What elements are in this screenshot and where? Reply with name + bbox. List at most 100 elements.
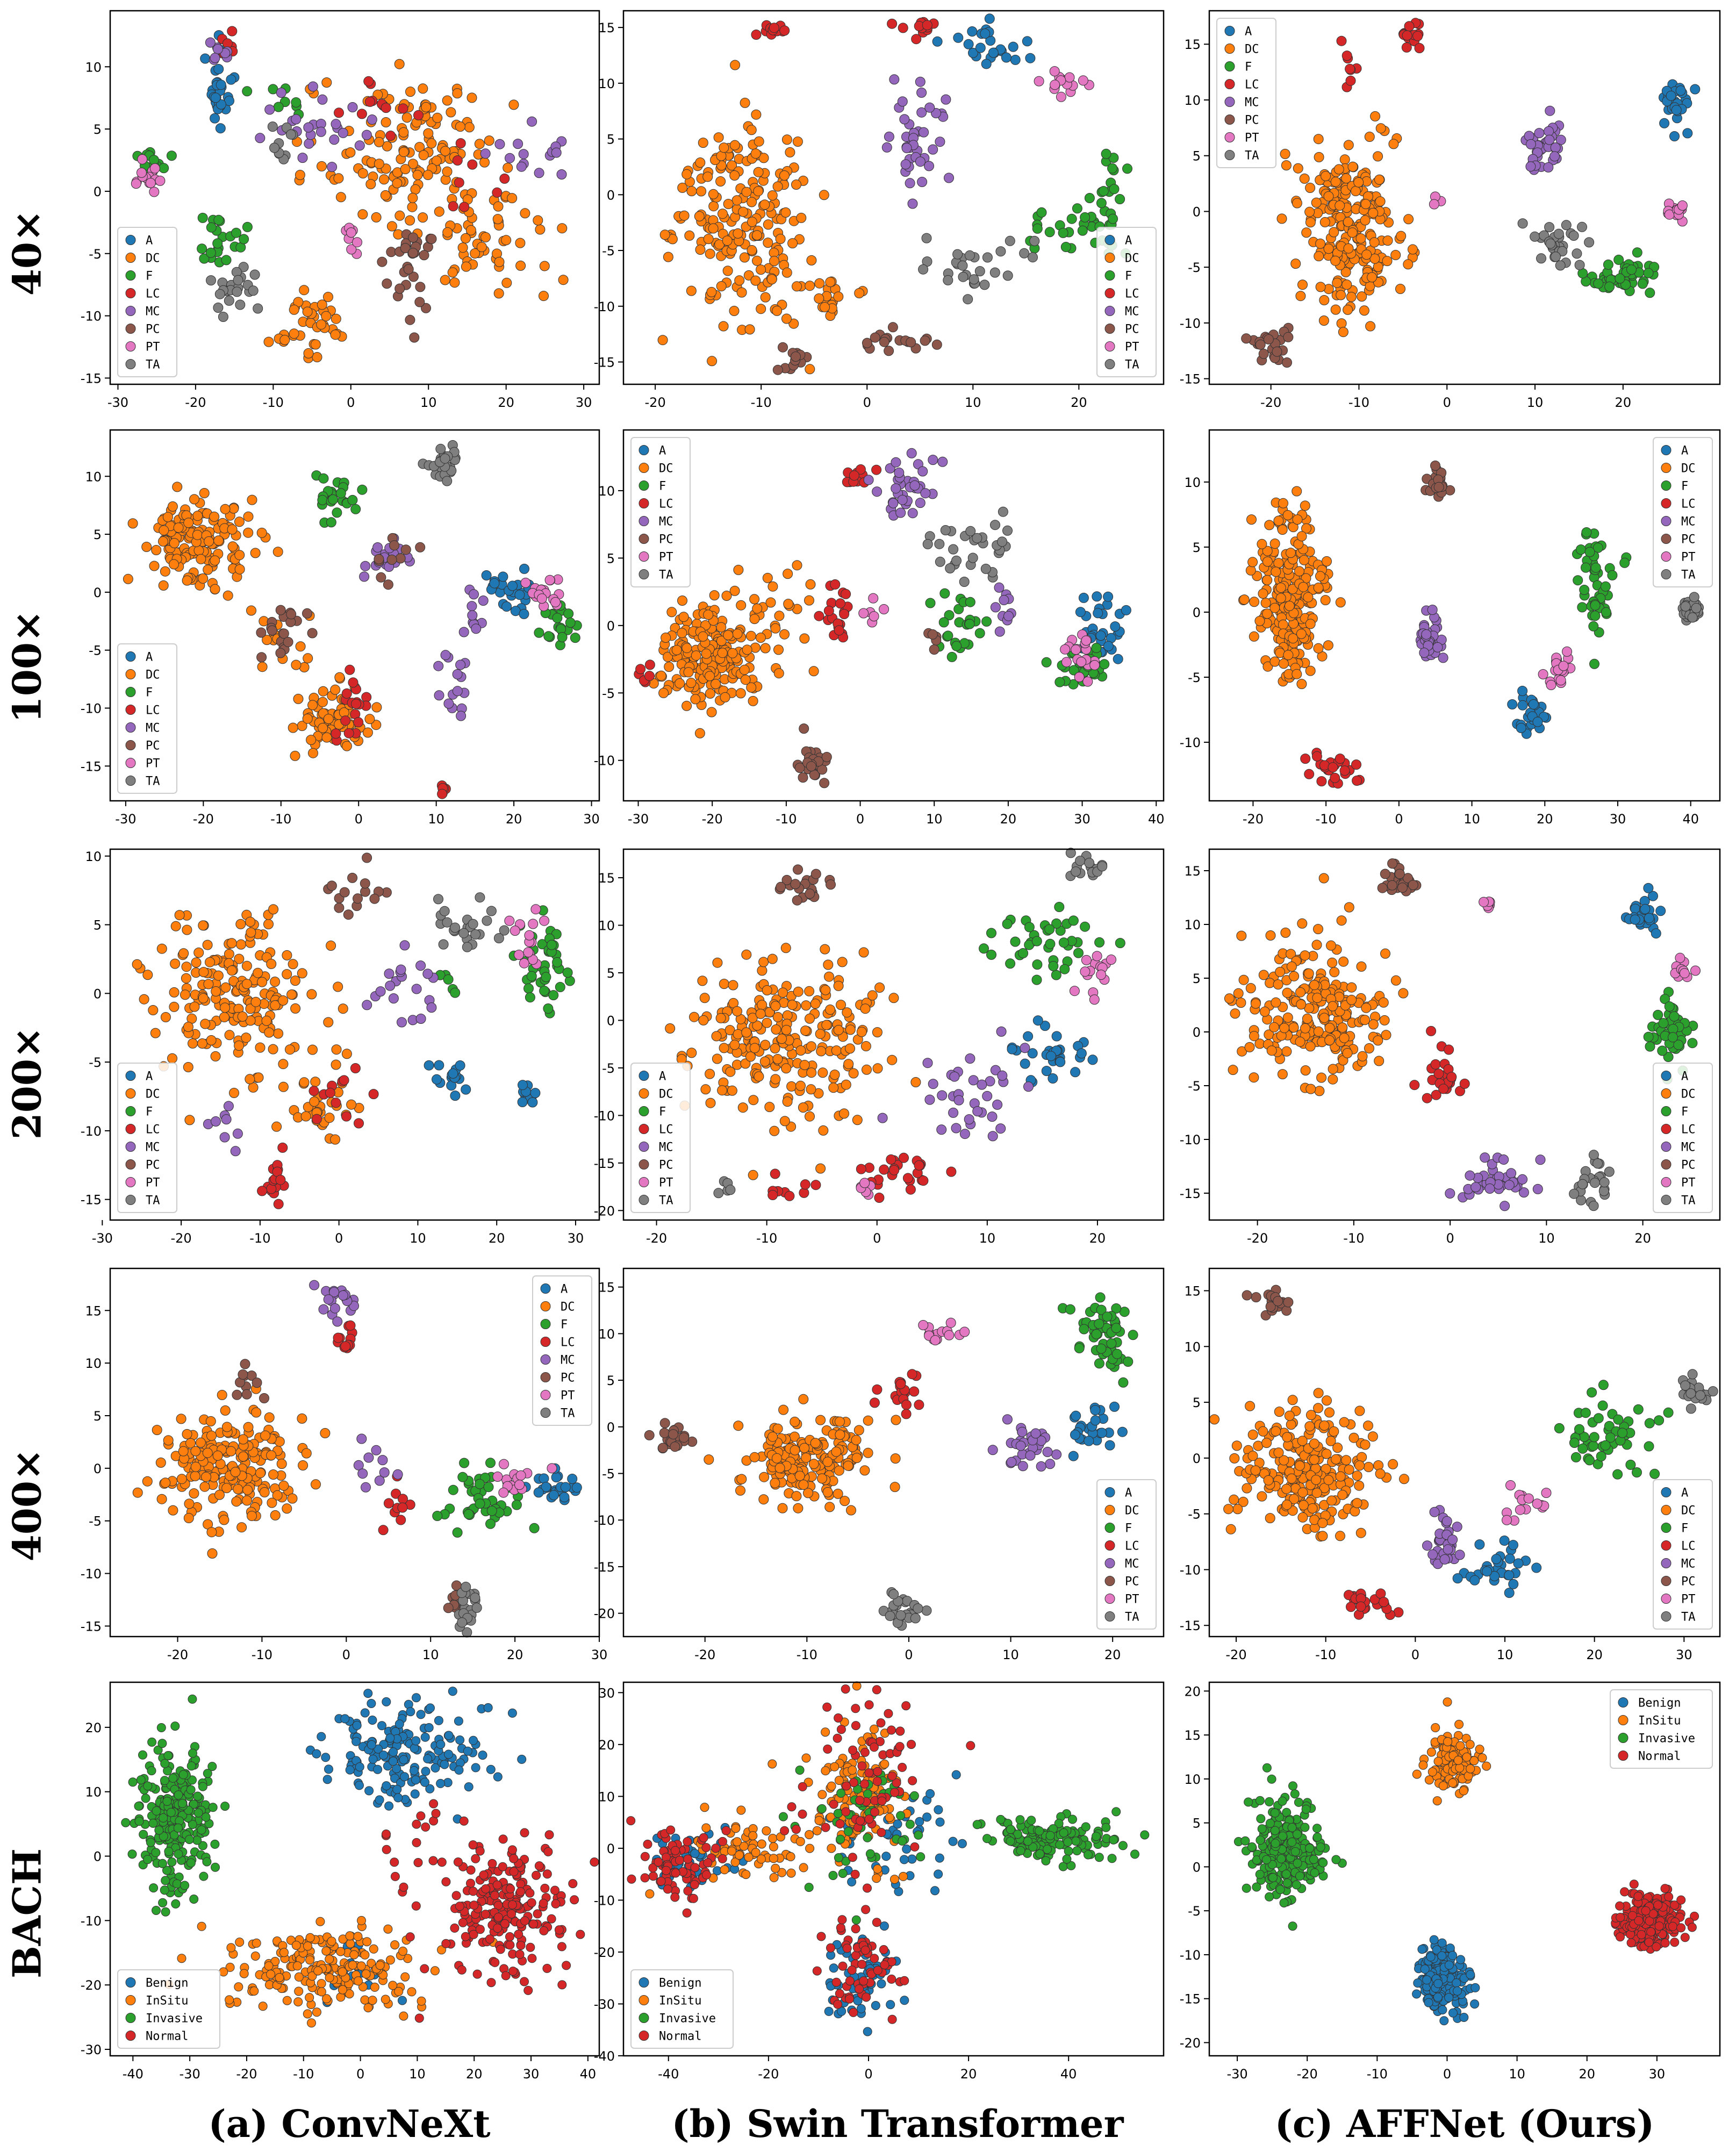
point-mc <box>467 610 478 621</box>
point-dc <box>255 1468 266 1479</box>
point-dc <box>723 630 734 641</box>
point-ta <box>224 295 234 306</box>
point-lc <box>856 1164 866 1174</box>
y-tick-label: 10 <box>1184 93 1201 108</box>
point-dc <box>180 989 190 1000</box>
point-f <box>1054 902 1065 912</box>
x-tick-label: 40 <box>1682 812 1699 827</box>
point-dc <box>1293 163 1303 174</box>
point-dc <box>792 137 803 147</box>
point-dc <box>698 631 708 642</box>
point-f <box>1002 919 1013 929</box>
point-dc <box>405 87 415 97</box>
point-dc <box>1369 253 1380 264</box>
point-mc <box>452 669 463 679</box>
point-lc <box>898 23 908 33</box>
point-dc <box>1283 650 1294 661</box>
point-a <box>1671 105 1682 116</box>
point-a <box>981 59 992 69</box>
point-dc <box>276 1459 287 1469</box>
point-mc <box>433 661 444 671</box>
legend-label-lc: LC <box>146 288 160 301</box>
point-dc <box>1396 231 1407 241</box>
point-mc <box>315 126 326 137</box>
y-tick-label: 0 <box>1193 204 1201 219</box>
point-dc <box>810 999 821 1009</box>
point-lc <box>227 26 238 37</box>
point-mc <box>357 1468 368 1479</box>
point-dc <box>271 1121 282 1132</box>
point-lc <box>339 1075 349 1086</box>
point-dc <box>1309 980 1319 991</box>
point-a <box>1084 1436 1094 1446</box>
point-pc <box>810 869 821 879</box>
x-tick-label: -30 <box>115 812 136 827</box>
point-dc <box>1262 575 1273 585</box>
y-tick-label: 5 <box>1193 540 1201 555</box>
point-pt <box>137 154 148 164</box>
point-pt <box>514 950 524 960</box>
point-dc <box>1313 643 1324 654</box>
point-dc <box>158 580 169 591</box>
point-dc <box>843 1460 853 1471</box>
legend-marker-ta <box>1661 569 1672 579</box>
point-dc <box>1275 583 1286 593</box>
point-dc <box>1296 531 1307 542</box>
point-a <box>1682 128 1693 139</box>
x-tick-label: 20 <box>506 812 522 827</box>
point-dc <box>1294 566 1304 577</box>
point-dc <box>1395 284 1405 294</box>
point-mc <box>385 980 396 991</box>
point-ta <box>269 142 279 153</box>
point-pt <box>136 167 147 178</box>
point-dc <box>127 518 138 529</box>
point-pt <box>1096 970 1107 980</box>
point-a <box>1020 1058 1030 1069</box>
point-dc <box>682 643 692 654</box>
point-dc <box>799 633 810 644</box>
point-dc <box>182 1429 192 1439</box>
point-ta <box>285 129 296 140</box>
point-pc <box>821 752 832 762</box>
legend-label-lc: LC <box>659 1123 673 1137</box>
point-f <box>526 971 537 981</box>
point-lc <box>911 34 922 45</box>
point-dc <box>407 202 418 212</box>
point-dc <box>1259 1006 1270 1017</box>
point-mc <box>1438 652 1448 663</box>
point-mc <box>889 74 900 85</box>
point-dc <box>264 1027 275 1038</box>
point-dc <box>317 161 327 171</box>
point-dc <box>202 1447 213 1458</box>
point-dc <box>266 1450 277 1461</box>
point-mc <box>935 137 945 147</box>
point-dc <box>820 944 830 955</box>
legend-marker-pt <box>1104 341 1115 352</box>
point-dc <box>455 121 465 132</box>
point-dc <box>1343 217 1353 227</box>
point-dc <box>677 182 688 193</box>
point-dc <box>169 1001 180 1012</box>
point-dc <box>740 675 751 685</box>
point-dc <box>301 1448 312 1459</box>
legend-marker-f <box>639 480 649 491</box>
x-tick-label: 20 <box>1537 812 1553 827</box>
point-mc <box>210 53 220 63</box>
x-tick-label: 20 <box>1634 1231 1651 1246</box>
point-ta <box>475 892 485 903</box>
point-dc <box>1292 198 1302 209</box>
point-dc <box>783 569 793 579</box>
point-lc <box>769 23 779 33</box>
point-a <box>1075 607 1086 618</box>
point-dc <box>533 215 543 226</box>
point-f <box>1658 1018 1669 1029</box>
x-tick-label: -10 <box>1348 395 1369 410</box>
point-dc <box>766 274 777 285</box>
point-dc <box>825 1005 836 1015</box>
point-dc <box>318 723 328 733</box>
point-dc <box>142 1476 153 1487</box>
point-a <box>1071 1410 1081 1421</box>
point-dc <box>805 1111 815 1122</box>
point-dc <box>694 211 705 221</box>
y-tick-label: -5 <box>1188 260 1201 275</box>
